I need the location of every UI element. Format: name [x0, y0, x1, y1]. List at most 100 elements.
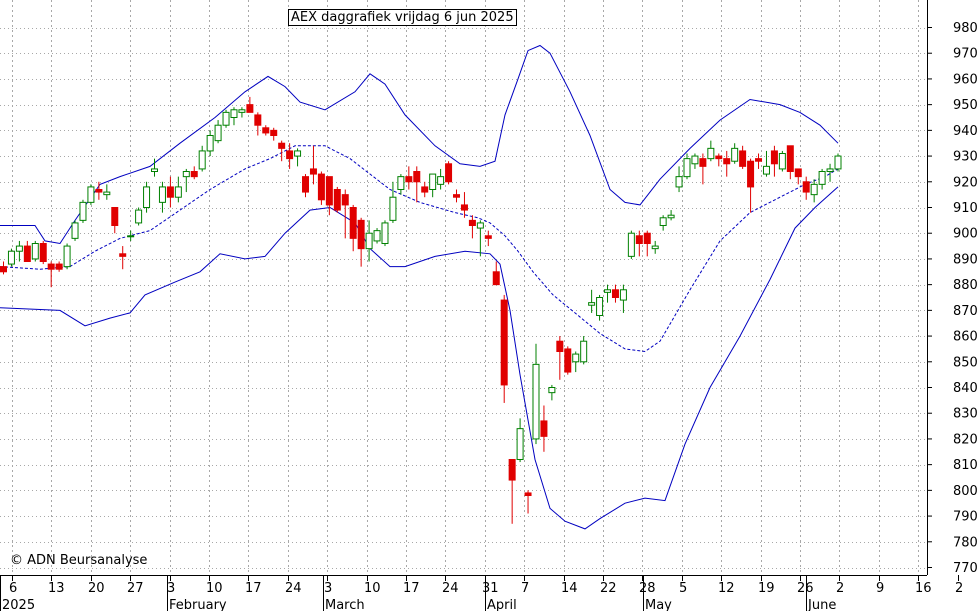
candle-body: [135, 209, 143, 224]
candle: [389, 181, 397, 223]
candle: [635, 230, 643, 257]
candle: [63, 243, 71, 270]
candle-body: [826, 168, 834, 173]
candle-body: [453, 194, 461, 198]
candle: [476, 220, 484, 257]
y-tick-label: 910: [953, 201, 978, 216]
candle: [357, 217, 365, 267]
y-tick-label: 900: [953, 227, 978, 242]
candlesticks: [0, 96, 842, 524]
candle: [286, 143, 294, 169]
candle-body: [619, 289, 627, 301]
y-tick-label: 930: [953, 150, 978, 165]
candle-body: [349, 207, 357, 239]
candle-body: [794, 168, 802, 178]
candle: [31, 240, 39, 262]
candle: [715, 153, 723, 167]
candle-body: [627, 232, 635, 257]
candle: [222, 109, 230, 128]
candle-body: [174, 186, 182, 198]
candle-body: [413, 171, 421, 183]
candle-body: [429, 173, 437, 190]
candle-body: [254, 114, 262, 126]
x-tick-label: 5: [679, 581, 687, 596]
candle-body: [723, 158, 731, 165]
candle: [174, 176, 182, 203]
candle-body: [460, 204, 468, 211]
candle: [278, 140, 286, 162]
y-tick-label: 880: [953, 278, 978, 293]
candle-body: [333, 189, 341, 211]
candle-body: [715, 155, 723, 160]
candle: [739, 145, 747, 169]
candle: [492, 261, 500, 286]
candle-body: [421, 186, 429, 193]
candle: [818, 168, 826, 190]
candle: [405, 166, 413, 190]
candle-body: [762, 165, 770, 175]
candle-body: [190, 171, 198, 178]
candle-body: [39, 243, 47, 262]
candle: [413, 166, 421, 203]
month-label: March: [325, 598, 365, 611]
candle-body: [23, 245, 31, 262]
candle-body: [143, 186, 151, 209]
candle-body: [182, 171, 190, 178]
candle-body: [15, 245, 23, 252]
candle-body: [588, 302, 596, 306]
candle-body: [166, 186, 174, 198]
candle-body: [802, 181, 810, 193]
candle: [143, 181, 151, 213]
candle-body: [548, 387, 556, 394]
candle: [270, 127, 278, 141]
candle: [794, 168, 802, 185]
candle: [151, 158, 159, 177]
candle-body: [755, 158, 763, 162]
candle-body: [55, 263, 63, 270]
x-tick-label: 3: [324, 581, 332, 596]
candle-body: [79, 201, 87, 221]
candle-body: [818, 171, 826, 185]
candle: [588, 289, 596, 313]
candle-body: [524, 492, 532, 496]
candle-body: [675, 176, 683, 188]
x-tick-label: 14: [561, 581, 578, 596]
candle: [87, 184, 95, 205]
candle: [540, 405, 548, 452]
candle-body: [516, 428, 524, 460]
candle: [500, 294, 508, 403]
candle: [7, 248, 15, 267]
bollinger-lower-line: [0, 186, 839, 530]
x-tick-label: 10: [206, 581, 223, 596]
candle-body: [230, 109, 238, 118]
y-tick-label: 850: [953, 355, 978, 370]
candle-body: [484, 235, 492, 239]
candle: [524, 490, 532, 514]
candle-body: [683, 158, 691, 178]
candle: [103, 184, 111, 200]
candle-body: [492, 271, 500, 286]
candle-body: [731, 147, 739, 162]
candle-body: [468, 219, 476, 227]
candle: [651, 240, 659, 254]
candle: [445, 161, 453, 185]
candle: [190, 166, 198, 180]
candle: [675, 166, 683, 193]
candle-body: [667, 214, 675, 219]
x-tick-label: 28: [639, 581, 656, 596]
y-tick-label: 790: [953, 510, 978, 525]
candle: [127, 230, 135, 241]
x-tick-label: 24: [285, 581, 302, 596]
candle-body: [707, 147, 715, 160]
candle-body: [778, 153, 786, 170]
candle: [627, 230, 635, 259]
candle: [325, 176, 333, 216]
x-tick-label: 12: [718, 581, 735, 596]
candle: [39, 240, 47, 265]
candle-body: [389, 196, 397, 221]
y-tick-label: 840: [953, 381, 978, 396]
candle-body: [747, 160, 755, 188]
month-label: May: [645, 598, 672, 611]
x-tick-label: 7: [521, 581, 529, 596]
